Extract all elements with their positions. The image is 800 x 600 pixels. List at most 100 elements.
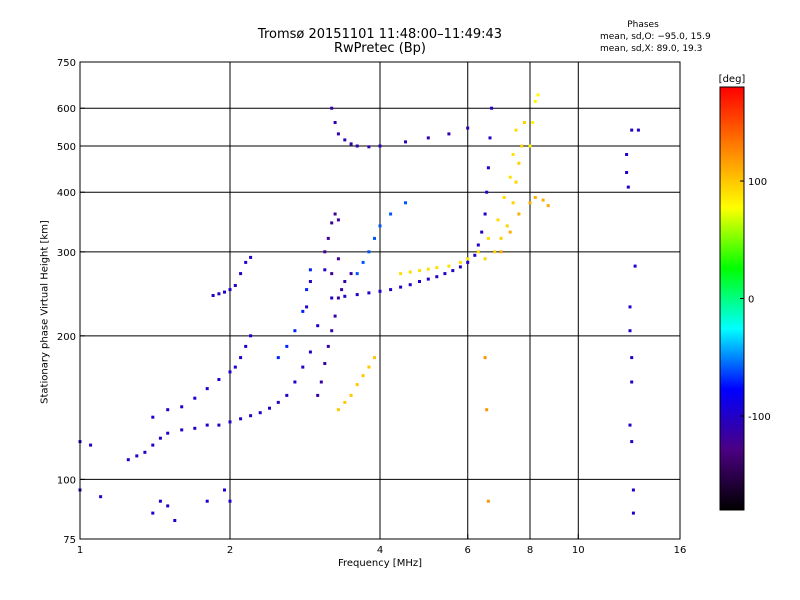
grid-lines — [80, 62, 680, 539]
data-point — [536, 93, 540, 97]
data-point — [308, 350, 312, 354]
data-point — [628, 305, 632, 309]
data-point — [378, 144, 382, 148]
data-point — [244, 344, 248, 348]
data-point — [239, 356, 243, 360]
data-point — [336, 408, 340, 412]
data-point — [483, 212, 487, 216]
data-point — [319, 380, 323, 384]
y-tick-label: 600 — [57, 104, 76, 115]
data-points — [78, 93, 640, 522]
colorbar: [deg] 100 0 -100 — [719, 74, 771, 511]
data-point — [217, 378, 221, 381]
x-tick-label: 10 — [572, 545, 585, 556]
data-point — [426, 277, 430, 281]
data-point — [389, 212, 393, 216]
data-point — [373, 236, 376, 240]
data-point — [631, 488, 635, 492]
data-point — [233, 365, 237, 369]
data-point — [340, 288, 344, 292]
data-point — [361, 374, 365, 378]
colorbar-tick-label: 100 — [748, 177, 767, 188]
data-point — [293, 329, 297, 333]
phases-x-stats: mean, sd,X: 89.0, 19.3 — [600, 44, 703, 54]
data-point — [630, 356, 634, 360]
y-tick-label: 400 — [57, 188, 76, 199]
data-point — [126, 458, 130, 462]
data-point — [435, 275, 439, 279]
data-point — [193, 426, 197, 430]
data-point — [316, 324, 320, 328]
data-point — [333, 314, 337, 318]
data-point — [447, 132, 451, 136]
data-point — [541, 198, 545, 202]
chart-subtitle: RwPretec (Bp) — [333, 41, 427, 56]
data-point — [483, 257, 487, 261]
data-point — [343, 400, 347, 404]
data-point — [333, 121, 337, 124]
data-point — [367, 250, 371, 254]
data-point — [355, 144, 359, 148]
data-point — [301, 309, 305, 313]
data-point — [378, 224, 382, 228]
x-tick-label: 4 — [377, 545, 383, 556]
x-tick-label: 8 — [527, 545, 533, 556]
data-point — [404, 201, 407, 205]
phases-o-stats: mean, sd,O: −95.0, 15.9 — [600, 32, 711, 42]
axis-ticks: 1 2 4 6 8 10 16 75 100 200 300 400 500 600 750 — [57, 58, 686, 556]
data-point — [180, 405, 184, 409]
data-point — [205, 387, 209, 391]
data-point — [630, 380, 634, 384]
data-point — [211, 294, 215, 297]
data-point — [355, 383, 359, 387]
data-point — [193, 396, 197, 400]
data-point — [258, 411, 262, 415]
data-point — [233, 284, 237, 287]
data-point — [528, 144, 532, 148]
data-point — [367, 291, 371, 295]
data-point — [343, 294, 347, 298]
data-point — [626, 185, 630, 189]
data-point — [520, 144, 524, 148]
data-point — [628, 329, 632, 333]
data-point — [628, 423, 632, 427]
data-point — [323, 268, 327, 272]
data-point — [476, 250, 480, 254]
data-point — [143, 450, 147, 454]
data-point — [276, 400, 280, 404]
data-point — [151, 443, 155, 447]
phases-title: Phases — [627, 20, 659, 30]
data-point — [476, 243, 480, 247]
y-tick-label: 750 — [57, 58, 76, 69]
data-point — [531, 121, 535, 124]
data-point — [499, 250, 503, 254]
data-point — [514, 128, 518, 132]
data-point — [490, 106, 494, 110]
data-point — [511, 201, 515, 205]
data-point — [473, 253, 477, 257]
data-point — [205, 499, 209, 503]
data-point — [508, 175, 512, 179]
data-point — [426, 136, 430, 140]
data-point — [301, 365, 305, 369]
data-point — [308, 268, 312, 272]
data-point — [166, 431, 170, 435]
data-point — [418, 280, 421, 283]
data-point — [399, 285, 403, 289]
data-point — [173, 519, 177, 522]
colorbar-tick-label: -100 — [748, 412, 771, 423]
data-point — [458, 265, 462, 269]
data-point — [151, 415, 155, 419]
data-point — [408, 283, 412, 287]
chart-title: Tromsø 20151101 11:48:00–11:49:43 — [257, 27, 503, 42]
data-point — [343, 138, 347, 142]
data-point — [228, 288, 232, 292]
data-point — [496, 218, 500, 222]
data-point — [151, 511, 155, 515]
data-point — [330, 272, 334, 276]
data-point — [486, 499, 490, 503]
data-point — [336, 257, 340, 261]
data-point — [517, 212, 521, 216]
data-point — [336, 132, 340, 136]
data-point — [349, 142, 353, 146]
